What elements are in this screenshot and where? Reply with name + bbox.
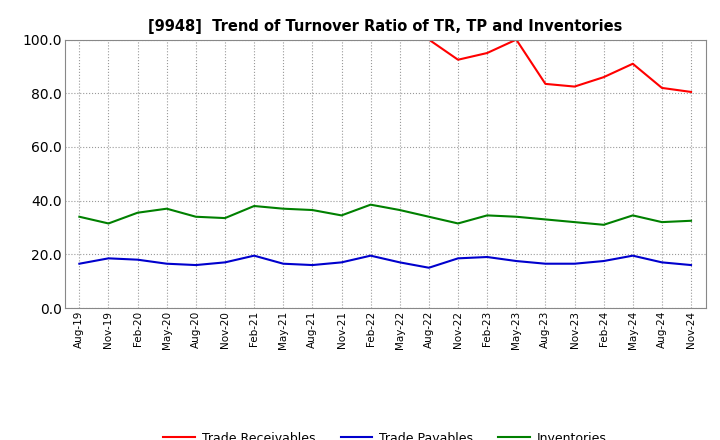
Title: [9948]  Trend of Turnover Ratio of TR, TP and Inventories: [9948] Trend of Turnover Ratio of TR, TP…: [148, 19, 622, 34]
Trade Receivables: [657, 85, 666, 91]
Trade Payables: [75, 261, 84, 266]
Inventories: [483, 213, 492, 218]
Inventories: [512, 214, 521, 220]
Inventories: [395, 207, 404, 213]
Inventories: [75, 214, 84, 220]
Inventories: [599, 222, 608, 227]
Inventories: [220, 216, 229, 221]
Trade Payables: [512, 258, 521, 264]
Trade Payables: [366, 253, 375, 258]
Trade Receivables: [687, 89, 696, 95]
Trade Receivables: [454, 57, 462, 62]
Inventories: [192, 214, 200, 220]
Inventories: [425, 214, 433, 220]
Trade Payables: [104, 256, 113, 261]
Inventories: [541, 217, 550, 222]
Trade Payables: [133, 257, 142, 262]
Inventories: [163, 206, 171, 211]
Inventories: [657, 220, 666, 225]
Trade Payables: [395, 260, 404, 265]
Inventories: [308, 207, 317, 213]
Inventories: [366, 202, 375, 207]
Trade Receivables: [629, 61, 637, 66]
Trade Payables: [425, 265, 433, 270]
Trade Payables: [337, 260, 346, 265]
Trade Payables: [687, 262, 696, 268]
Inventories: [104, 221, 113, 226]
Trade Payables: [308, 262, 317, 268]
Trade Payables: [599, 258, 608, 264]
Line: Trade Payables: Trade Payables: [79, 256, 691, 268]
Trade Receivables: [541, 81, 550, 87]
Legend: Trade Receivables, Trade Payables, Inventories: Trade Receivables, Trade Payables, Inven…: [158, 427, 612, 440]
Trade Payables: [279, 261, 287, 266]
Line: Trade Receivables: Trade Receivables: [429, 40, 691, 92]
Inventories: [454, 221, 462, 226]
Trade Payables: [657, 260, 666, 265]
Inventories: [629, 213, 637, 218]
Inventories: [279, 206, 287, 211]
Trade Receivables: [599, 74, 608, 80]
Trade Payables: [454, 256, 462, 261]
Line: Inventories: Inventories: [79, 205, 691, 225]
Trade Receivables: [425, 37, 433, 42]
Trade Payables: [220, 260, 229, 265]
Trade Receivables: [512, 37, 521, 42]
Trade Payables: [629, 253, 637, 258]
Inventories: [133, 210, 142, 215]
Inventories: [337, 213, 346, 218]
Trade Payables: [250, 253, 258, 258]
Trade Payables: [570, 261, 579, 266]
Trade Payables: [163, 261, 171, 266]
Trade Payables: [541, 261, 550, 266]
Inventories: [250, 203, 258, 209]
Inventories: [687, 218, 696, 224]
Inventories: [570, 220, 579, 225]
Trade Payables: [483, 254, 492, 260]
Trade Receivables: [570, 84, 579, 89]
Trade Receivables: [483, 50, 492, 55]
Trade Payables: [192, 262, 200, 268]
